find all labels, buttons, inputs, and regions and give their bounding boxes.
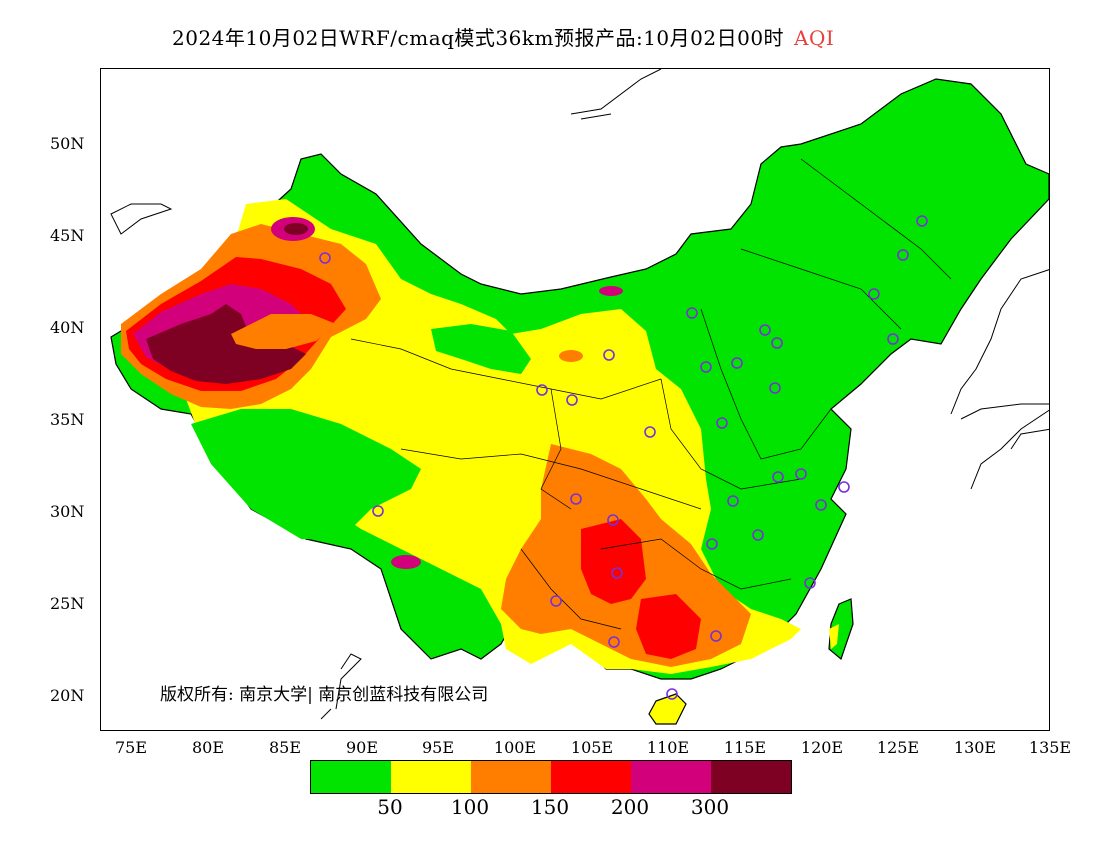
- aqi-colorbar: [310, 760, 792, 794]
- lat-label-45n: 45N: [50, 226, 85, 245]
- colorbar-label-150: 150: [530, 795, 570, 819]
- island-taiwan-yellow: [829, 624, 839, 649]
- lon-label-115e: 115E: [723, 738, 767, 757]
- aqi-map: [110, 69, 1049, 725]
- colorbar-swatch-moderate: [391, 761, 471, 793]
- region-hazardous-xinjiang: [146, 304, 306, 384]
- lon-label-110e: 110E: [646, 738, 690, 757]
- colorbar-label-100: 100: [450, 795, 490, 819]
- island-hainan: [648, 693, 687, 725]
- colorbar-swatch-very-unhealthy: [631, 761, 711, 793]
- lon-label-130e: 130E: [953, 738, 997, 757]
- region-tibet-green: [191, 409, 421, 539]
- colorbar-swatch-unhealthy: [551, 761, 631, 793]
- lon-label-75e: 75E: [114, 738, 148, 757]
- province-boundaries: [350, 158, 952, 630]
- hotspot-tibet-south: [391, 555, 421, 569]
- lon-label-105e: 105E: [570, 738, 614, 757]
- hotspot-inner-mongolia: [599, 286, 623, 296]
- monitoring-stations: [319, 215, 928, 700]
- region-usg-pocket: [231, 314, 336, 349]
- lat-label-35n: 35N: [50, 410, 85, 429]
- lon-label-95e: 95E: [421, 738, 455, 757]
- hotspot-kazakh-core: [284, 223, 308, 235]
- lat-label-50n: 50N: [50, 134, 85, 153]
- colorbar-swatch-hazardous: [711, 761, 791, 793]
- copyright-note: 版权所有: 南京大学| 南京创蓝科技有限公司: [160, 685, 489, 705]
- region-unhealthy-guangxi: [636, 594, 701, 659]
- colorbar-label-300: 300: [690, 795, 730, 819]
- lon-label-125e: 125E: [876, 738, 920, 757]
- lon-label-80e: 80E: [191, 738, 225, 757]
- region-qinghai-green: [431, 324, 531, 374]
- title-main: 2024年10月02日WRF/cmaq模式36km预报产品:10月02日00时: [172, 26, 785, 50]
- colorbar-label-200: 200: [610, 795, 650, 819]
- lat-label-30n: 30N: [50, 502, 85, 521]
- colorbar-swatch-usg: [471, 761, 551, 793]
- lat-label-25n: 25N: [50, 594, 85, 613]
- lon-label-90e: 90E: [345, 738, 379, 757]
- lat-label-40n: 40N: [50, 318, 85, 337]
- colorbar-swatch-good: [311, 761, 391, 793]
- region-unhealthy-south: [581, 519, 646, 604]
- title-variable: AQI: [794, 26, 835, 50]
- lon-label-135e: 135E: [1028, 738, 1072, 757]
- colorbar-label-50: 50: [377, 795, 403, 819]
- lon-label-100e: 100E: [493, 738, 537, 757]
- lon-label-85e: 85E: [268, 738, 302, 757]
- neighbour-coastlines: [110, 69, 1049, 720]
- map-frame: [100, 68, 1050, 731]
- hotspot-shaanxi: [559, 350, 583, 362]
- lat-label-20n: 20N: [50, 686, 85, 705]
- map-title: 2024年10月02日WRF/cmaq模式36km预报产品:10月02日00时 A…: [172, 22, 834, 51]
- lon-label-120e: 120E: [800, 738, 844, 757]
